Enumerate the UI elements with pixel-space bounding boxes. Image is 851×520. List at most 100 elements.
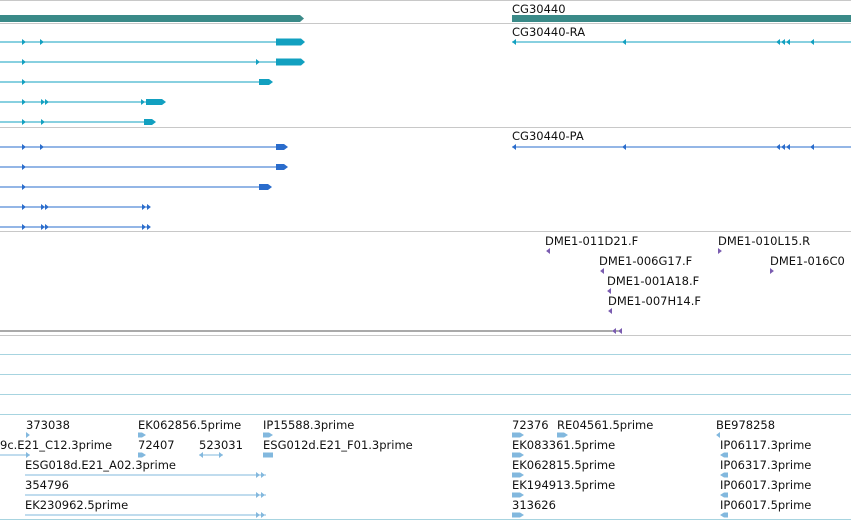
est-block: [138, 432, 146, 438]
est-label[interactable]: 373038: [26, 418, 70, 432]
protein-label[interactable]: CG30440-PA: [512, 129, 584, 143]
est-label[interactable]: 72376: [512, 418, 549, 432]
est-arrow: [199, 452, 203, 458]
est-label[interactable]: IP06317.3prime: [720, 458, 811, 472]
est-block: [512, 472, 524, 478]
clone-end-label[interactable]: DME1-016C0: [770, 254, 845, 268]
est-arrow: [26, 432, 30, 438]
est-arrow: [256, 512, 260, 518]
clone-end-marker: [608, 308, 612, 314]
clone-end-marker: [718, 248, 722, 254]
exon-block: [146, 99, 166, 105]
strand-arrow: [810, 144, 814, 150]
est-block: [720, 472, 728, 478]
strand-arrow: [786, 39, 790, 45]
strand-arrow: [22, 119, 26, 125]
strand-arrow: [45, 224, 49, 230]
est-arrow: [26, 452, 30, 458]
exon-block: [259, 79, 273, 85]
est-label[interactable]: IP06017.5prime: [720, 498, 811, 512]
est-block: [512, 452, 524, 458]
est-arrow: [261, 492, 265, 498]
est-label[interactable]: RE04561.5prime: [557, 418, 653, 432]
strand-arrow: [40, 39, 44, 45]
est-label[interactable]: BE978258: [716, 418, 775, 432]
est-label[interactable]: EK083361.5prime: [512, 438, 615, 452]
est-block: [720, 512, 728, 518]
gene-label[interactable]: CG30440: [512, 2, 566, 16]
strand-arrow: [22, 184, 26, 190]
strand-arrow: [147, 224, 151, 230]
est-arrow: [716, 432, 720, 438]
strand-arrow: [810, 39, 814, 45]
est-arrow: [261, 512, 265, 518]
gene-block: [512, 15, 851, 22]
strand-arrow: [512, 39, 516, 45]
strand-arrow: [45, 99, 49, 105]
strand-arrow: [41, 99, 45, 105]
est-label[interactable]: EK230962.5prime: [25, 498, 128, 512]
strand-arrow: [256, 59, 260, 65]
est-block: [557, 432, 568, 438]
exon-block: [276, 58, 305, 66]
clone-end-marker: [612, 328, 616, 334]
clone-end-marker: [607, 288, 611, 294]
est-label[interactable]: 313626: [512, 498, 556, 512]
est-label[interactable]: ESG018d.E21_A02.3prime: [25, 458, 176, 472]
strand-arrow: [22, 59, 26, 65]
strand-arrow: [622, 39, 626, 45]
clone-end-label[interactable]: DME1-006G17.F: [599, 254, 692, 268]
strand-arrow: [22, 79, 26, 85]
est-label[interactable]: ESG012d.E21_F01.3prime: [263, 438, 413, 452]
transcript-label[interactable]: CG30440-RA: [512, 25, 585, 39]
strand-arrow: [786, 144, 790, 150]
clone-end-label[interactable]: DME1-001A18.F: [607, 274, 699, 288]
strand-arrow: [781, 144, 785, 150]
est-block: [512, 492, 524, 498]
est-label[interactable]: IP15588.3prime: [263, 418, 354, 432]
est-label[interactable]: 354796: [25, 478, 69, 492]
est-block: [720, 452, 728, 458]
strand-arrow: [22, 204, 26, 210]
strand-arrow: [22, 39, 26, 45]
strand-arrow: [22, 224, 26, 230]
exon-block: [276, 144, 288, 150]
strand-arrow: [512, 144, 516, 150]
est-label[interactable]: 523031: [199, 438, 243, 452]
strand-arrow: [41, 119, 45, 125]
est-arrow: [261, 472, 265, 478]
clone-end-label[interactable]: DME1-010L15.R: [718, 234, 810, 248]
strand-arrow: [41, 204, 45, 210]
est-label[interactable]: 9c.E21_C12.3prime: [0, 438, 112, 452]
strand-arrow: [22, 144, 26, 150]
clone-end-label[interactable]: DME1-007H14.F: [608, 294, 701, 308]
est-label[interactable]: EK062856.5prime: [138, 418, 241, 432]
feature-glyphs: [0, 15, 851, 518]
est-label[interactable]: IP06117.3prime: [720, 438, 811, 452]
strand-arrow: [41, 224, 45, 230]
est-block: [263, 432, 273, 438]
strand-arrow: [142, 224, 146, 230]
exon-block: [276, 38, 305, 46]
strand-arrow: [22, 164, 26, 170]
est-label[interactable]: EK062815.5prime: [512, 458, 615, 472]
strand-arrow: [781, 39, 785, 45]
est-block: [720, 492, 728, 498]
strand-arrow: [147, 204, 151, 210]
est-label[interactable]: 72407: [138, 438, 175, 452]
clone-end-marker: [618, 328, 622, 334]
exon-block: [276, 164, 288, 170]
clone-end-label[interactable]: DME1-011D21.F: [545, 234, 638, 248]
est-block: [512, 432, 524, 438]
strand-arrow: [142, 204, 146, 210]
exon-block: [259, 184, 272, 190]
clone-end-marker: [600, 268, 604, 274]
est-arrow: [256, 492, 260, 498]
est-label[interactable]: EK194913.5prime: [512, 478, 615, 492]
strand-arrow: [22, 99, 26, 105]
est-block: [138, 452, 146, 458]
clone-end-marker: [546, 248, 550, 254]
est-label[interactable]: IP06017.3prime: [720, 478, 811, 492]
gene-block: [0, 15, 304, 22]
